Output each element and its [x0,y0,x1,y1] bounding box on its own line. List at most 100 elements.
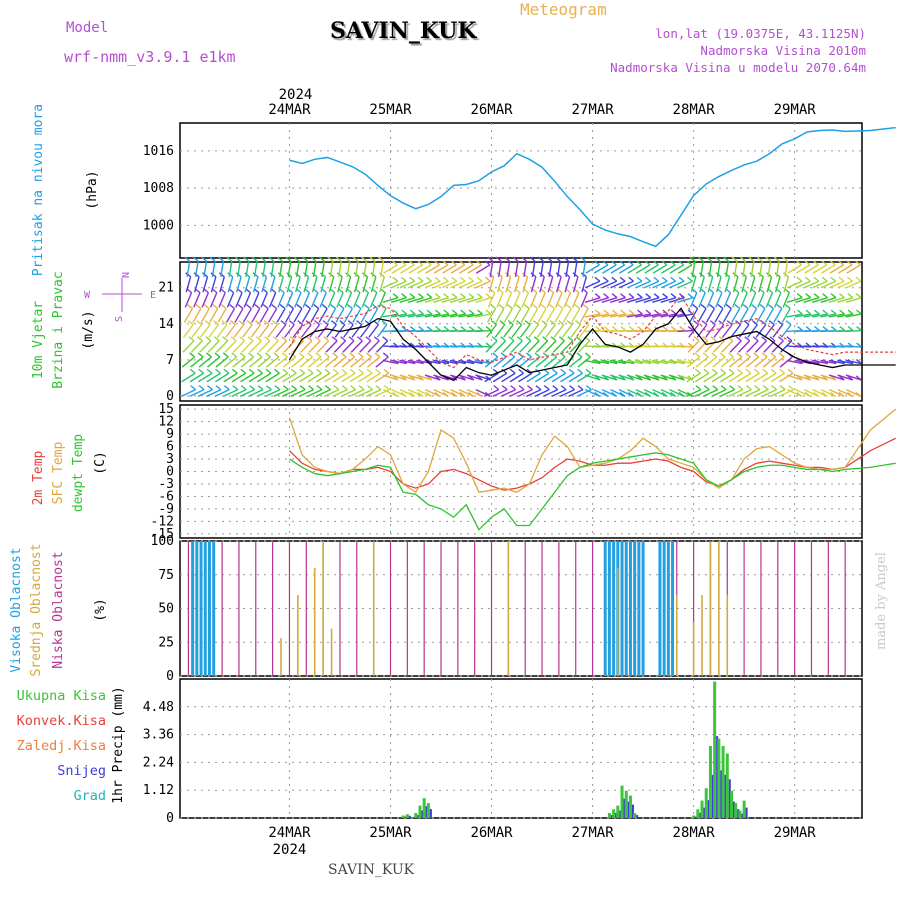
wind-barb [358,368,365,374]
wind-barb [738,324,750,338]
wind-barb [374,352,381,358]
wind-barb [644,260,651,266]
wind-barb [570,324,582,338]
wind-barb [460,309,467,315]
wind-barb [544,340,557,353]
wind-barb [711,368,718,374]
panel-frame [179,404,863,539]
snow-bar [716,736,719,818]
wind-barb [442,264,457,274]
wind-barb [721,324,733,338]
wind-barb [293,308,303,323]
wind-barb [401,293,408,299]
wind-barb [371,260,376,278]
wind-barb [341,372,356,383]
wind-barb [652,374,668,381]
wind-barb [298,352,305,358]
wind-barb [636,260,642,266]
wind-barb [527,385,533,391]
wind-barb [391,374,407,381]
wind-barb [668,359,685,365]
wind-barb [694,352,701,358]
wind-barb [527,340,540,353]
wind-barb [569,340,582,353]
snow-bar [732,801,735,818]
wind-barb [781,308,791,323]
wind-barb [821,264,836,274]
wind-barb [578,340,591,353]
bottom-day-label: 26MAR [470,825,513,841]
wind-barb [441,296,458,304]
wind-barb [525,352,532,358]
wind-barb [243,256,250,262]
wind-barb [227,276,234,293]
wind-barb [576,388,592,398]
wind-barb [828,296,845,304]
wind-barb [302,292,311,308]
wind-barb [374,372,390,383]
wind-barb [777,336,784,342]
wind-barb [232,356,246,368]
wind-barb [766,276,773,293]
wind-barb [551,352,558,358]
wind-barb [383,385,390,391]
wind-barb [418,309,425,315]
wind-barb [609,296,626,304]
wind-barb [602,264,617,274]
wind-barb [181,372,196,383]
wind-barb [705,308,716,323]
precip-tick-label: 4.48 [143,700,174,715]
wind-barb [226,256,233,262]
wind-barb [324,356,339,368]
wind-barb [762,368,769,374]
wind-barb [426,326,433,332]
wind-barb [327,292,336,308]
snow-bar [619,810,622,818]
wind-barb [495,308,505,323]
wind-barb [753,352,760,358]
wind-barb [775,260,780,278]
wind-barb [526,388,542,398]
wind-barb [563,256,569,262]
wind-barb [584,359,601,365]
wind-barb [458,359,475,365]
wind-barb [307,368,314,374]
wind-gust-line [288,294,896,369]
wind-barb [828,359,845,365]
wind-barb [540,260,544,278]
wind-barb [585,368,592,374]
wind-barb [271,304,278,310]
wind-barb [349,372,364,383]
wind-barb [776,304,783,310]
wind-barb [313,304,320,310]
wind-barb [278,276,284,293]
bottom-year-label: 2024 [273,842,307,858]
wind-barb [366,388,382,398]
wind-barb [390,359,407,365]
wind-barb [593,359,609,365]
wind-barb [821,391,828,397]
wind-barb [291,356,305,368]
wind-barb [771,385,778,391]
model-elevation-info: Nadmorska Visina u modelu 2070.64m [610,60,866,75]
wind-barb [847,293,854,299]
wind-barb [528,324,540,338]
wind-barb [551,368,558,374]
cloud-tick-label: 75 [158,568,174,583]
wind-barb [358,372,373,383]
wind-barb [795,313,812,318]
lonlat-info: lon,lat (19.0375E, 43.1125N) [655,26,866,41]
wind-barb [713,324,725,338]
wind-barb [511,324,523,338]
wind-barb [424,296,441,304]
wind-barb [745,385,752,391]
wind-barb [382,313,399,318]
wind-barb [702,352,709,358]
wind-barb [534,352,541,358]
wind-barb [705,324,716,338]
wind-barb [409,309,416,315]
wind-barb [720,385,727,391]
wind-barb [300,340,313,353]
wind-barb [425,260,432,266]
wind-barb [579,256,586,262]
